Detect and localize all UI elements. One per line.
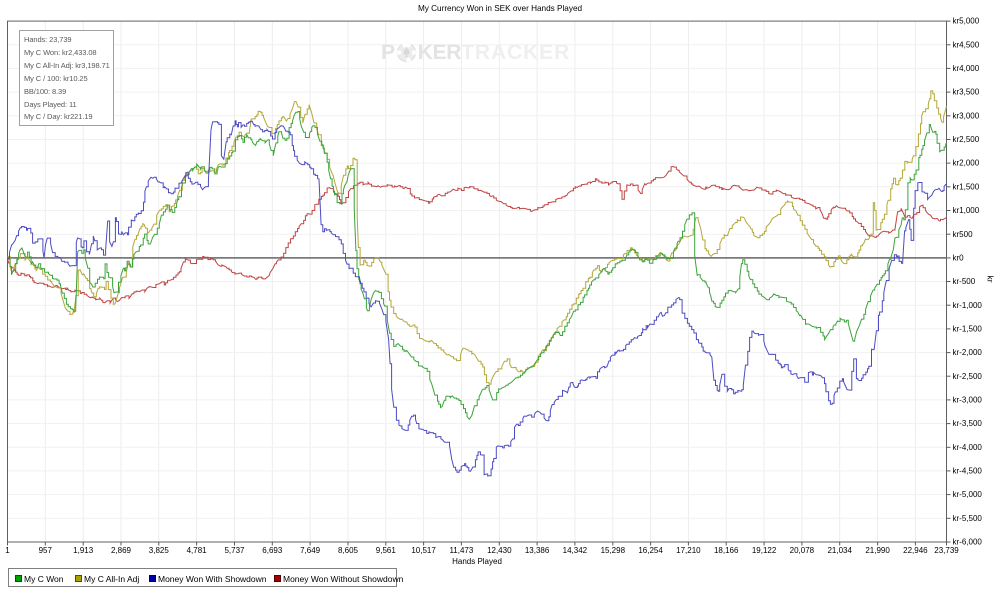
svg-text:kr-2,500: kr-2,500 — [953, 372, 983, 381]
svg-text:11,473: 11,473 — [449, 546, 473, 555]
svg-text:kr-2,000: kr-2,000 — [953, 348, 983, 357]
svg-text:kr2,500: kr2,500 — [953, 135, 980, 144]
svg-text:kr1,500: kr1,500 — [953, 182, 980, 191]
svg-text:kr500: kr500 — [953, 230, 974, 239]
svg-text:kr-3,000: kr-3,000 — [953, 396, 983, 405]
svg-text:16,254: 16,254 — [638, 546, 663, 555]
svg-text:5,737: 5,737 — [224, 546, 245, 555]
svg-text:kr-1,000: kr-1,000 — [953, 301, 983, 310]
svg-text:957: 957 — [39, 546, 53, 555]
svg-text:kr-3,500: kr-3,500 — [953, 419, 983, 428]
svg-text:6,693: 6,693 — [262, 546, 283, 555]
svg-text:15,298: 15,298 — [601, 546, 626, 555]
svg-text:kr4,000: kr4,000 — [953, 64, 980, 73]
svg-text:kr-4,000: kr-4,000 — [953, 443, 983, 452]
svg-text:12,430: 12,430 — [487, 546, 512, 555]
svg-text:kr-4,500: kr-4,500 — [953, 467, 983, 476]
svg-text:1: 1 — [5, 546, 10, 555]
svg-text:kr2,000: kr2,000 — [953, 159, 980, 168]
svg-text:kr3,500: kr3,500 — [953, 88, 980, 97]
svg-text:kr5,000: kr5,000 — [953, 17, 980, 26]
svg-text:kr-5,000: kr-5,000 — [953, 490, 983, 499]
svg-text:21,990: 21,990 — [865, 546, 890, 555]
svg-text:kr-500: kr-500 — [953, 277, 976, 286]
svg-text:22,946: 22,946 — [903, 546, 928, 555]
svg-text:14,342: 14,342 — [563, 546, 588, 555]
svg-text:10,517: 10,517 — [411, 546, 436, 555]
svg-text:23,739: 23,739 — [934, 546, 959, 555]
svg-text:4,781: 4,781 — [187, 546, 208, 555]
svg-text:9,561: 9,561 — [376, 546, 397, 555]
svg-text:kr0: kr0 — [953, 254, 965, 263]
svg-text:7,649: 7,649 — [300, 546, 321, 555]
svg-text:kr-6,000: kr-6,000 — [953, 538, 983, 547]
svg-text:kr-5,500: kr-5,500 — [953, 514, 983, 523]
svg-text:1,913: 1,913 — [73, 546, 94, 555]
svg-text:8,605: 8,605 — [338, 546, 359, 555]
svg-text:18,166: 18,166 — [714, 546, 739, 555]
svg-text:kr4,500: kr4,500 — [953, 40, 980, 49]
svg-text:3,825: 3,825 — [149, 546, 170, 555]
svg-text:21,034: 21,034 — [827, 546, 852, 555]
svg-text:2,869: 2,869 — [111, 546, 132, 555]
svg-text:19,122: 19,122 — [752, 546, 777, 555]
svg-text:20,078: 20,078 — [790, 546, 815, 555]
svg-text:kr1,000: kr1,000 — [953, 206, 980, 215]
svg-text:13,386: 13,386 — [525, 546, 550, 555]
svg-text:kr3,000: kr3,000 — [953, 111, 980, 120]
svg-text:17,210: 17,210 — [676, 546, 701, 555]
svg-text:kr-1,500: kr-1,500 — [953, 325, 983, 334]
